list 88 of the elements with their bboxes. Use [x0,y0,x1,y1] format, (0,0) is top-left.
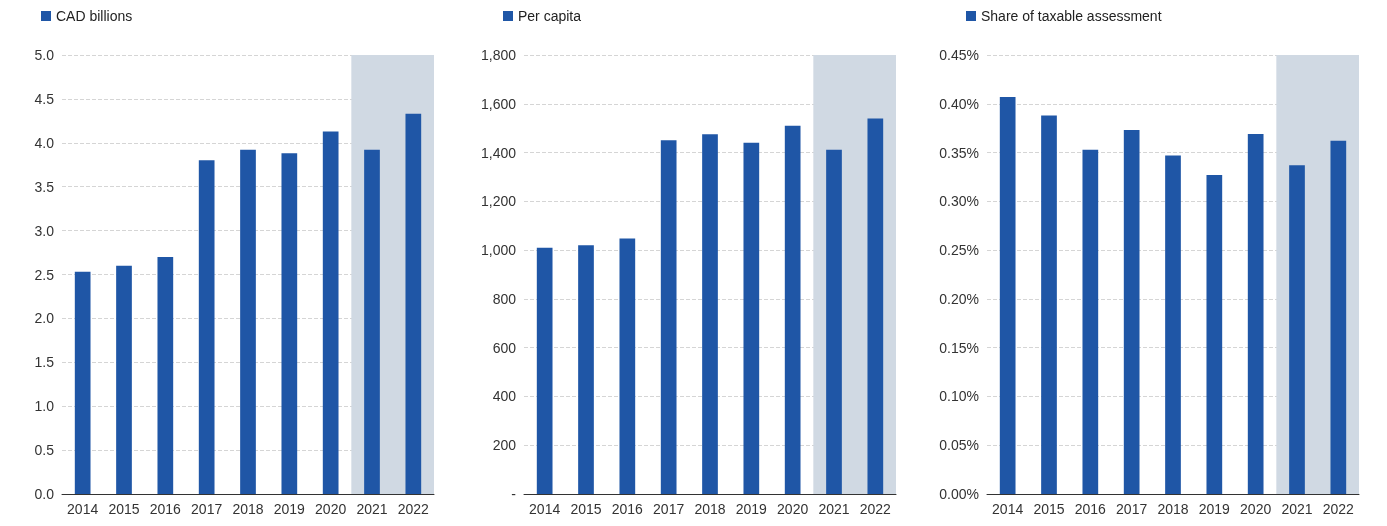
bar [74,271,91,494]
bar [1123,130,1140,494]
x-tick-label: 2022 [397,501,430,517]
bar [1288,165,1305,494]
bar [405,113,422,494]
bar [999,96,1016,494]
bar [619,238,636,494]
y-tick-label: 400 [492,388,517,405]
bar [240,149,256,494]
y-tick-label: 0.40% [938,95,979,112]
x-tick-label: 2022 [1322,501,1354,517]
legend-label: CAD billions [56,8,133,24]
bar [661,140,677,494]
bar [198,160,215,494]
bar [1330,140,1346,494]
bar [281,153,298,494]
x-tick-label: 2019 [736,501,768,517]
bar [867,118,884,494]
x-tick-label: 2014 [67,501,99,517]
bar [1206,174,1222,494]
bar [1164,155,1181,494]
x-tick-label: 2015 [1033,501,1065,517]
bar [826,149,843,494]
y-tick-label: 1,000 [481,242,517,259]
y-tick-label: 2.0 [34,310,55,327]
y-tick-label: 0.25% [938,242,979,259]
x-tick-label: 2019 [273,501,306,517]
x-tick-label: 2021 [356,501,388,517]
y-tick-label: 0.45% [938,47,979,63]
y-tick-label: 5.0 [34,47,55,63]
y-tick-label: 1,400 [481,144,517,161]
x-tick-label: 2015 [108,501,140,517]
y-tick-label: 3.5 [34,178,55,195]
x-tick-label: 2021 [818,501,851,517]
legend-label: Share of taxable assessment [980,8,1162,24]
legend-label: Per capita [518,8,582,24]
x-tick-label: 2020 [315,501,347,517]
y-tick-label: 0.20% [938,290,979,307]
x-tick-label: 2014 [991,501,1024,517]
bar [1040,115,1057,494]
y-tick-label: 0.0 [34,486,55,502]
y-tick-label: 1,600 [481,95,517,112]
x-tick-label: 2020 [777,501,809,517]
y-tick-label: 600 [492,339,517,356]
y-tick-label: 800 [492,290,517,307]
bar [702,134,719,494]
y-tick-label: 0.15% [938,339,979,356]
x-tick-label: 2016 [149,501,182,517]
x-tick-label: 2018 [694,501,727,517]
y-tick-label: 1,800 [481,47,517,63]
x-tick-label: 2022 [860,501,892,517]
bar [1247,134,1264,494]
bar [157,256,174,494]
y-tick-label: 0.35% [938,144,979,161]
x-tick-label: 2016 [612,501,644,517]
y-tick-label: 0.30% [938,193,979,210]
y-tick-label: 0.10% [938,388,979,405]
y-tick-label: 1.5 [34,354,55,371]
x-tick-label: 2017 [653,501,685,517]
bar [364,149,380,494]
y-tick-label: 4.5 [34,90,55,107]
bar [537,247,553,494]
x-tick-label: 2019 [1198,501,1230,517]
x-tick-label: 2015 [570,501,603,517]
y-tick-label: 1.0 [34,398,55,415]
bar [1082,149,1098,494]
x-tick-label: 2017 [191,501,223,517]
x-tick-label: 2021 [1281,501,1313,517]
x-tick-label: 2018 [1157,501,1189,517]
y-tick-label: 1,200 [481,193,517,210]
x-tick-label: 2018 [232,501,264,517]
y-tick-label: 200 [492,437,517,454]
y-tick-label: 0.05% [938,437,979,454]
x-tick-label: 2020 [1239,501,1272,517]
x-tick-label: 2016 [1074,501,1106,517]
bar [322,131,339,494]
y-tick-label: 4.0 [34,134,55,151]
bar [578,245,595,494]
bar [116,265,132,494]
y-tick-label: - [511,486,517,502]
y-tick-label: 0.00% [938,486,979,502]
bar [743,142,760,494]
y-tick-label: 3.0 [34,222,55,239]
y-tick-label: 0.5 [34,442,55,459]
bar [785,125,801,494]
x-tick-label: 2014 [529,501,561,517]
x-tick-label: 2017 [1115,501,1148,517]
y-tick-label: 2.5 [34,266,55,283]
